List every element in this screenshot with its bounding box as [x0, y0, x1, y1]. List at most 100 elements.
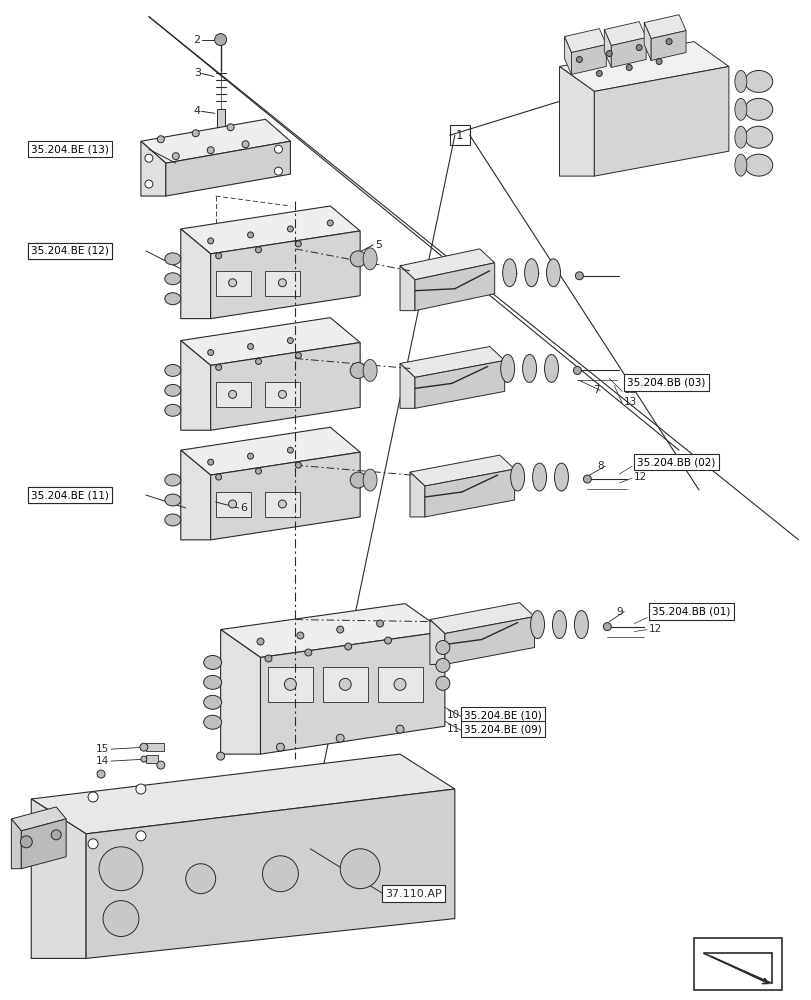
- Text: 35.204.BE (12): 35.204.BE (12): [32, 246, 109, 256]
- Circle shape: [278, 390, 286, 398]
- Text: 35.204.BB (01): 35.204.BB (01): [651, 607, 730, 617]
- Polygon shape: [181, 341, 210, 430]
- Circle shape: [208, 459, 213, 465]
- Ellipse shape: [532, 463, 546, 491]
- Circle shape: [276, 743, 284, 751]
- Ellipse shape: [573, 611, 588, 639]
- Polygon shape: [410, 472, 424, 517]
- Circle shape: [336, 734, 344, 742]
- Polygon shape: [603, 30, 611, 67]
- Circle shape: [274, 145, 282, 153]
- Circle shape: [340, 849, 380, 889]
- Ellipse shape: [734, 98, 746, 120]
- Circle shape: [144, 154, 152, 162]
- Ellipse shape: [734, 154, 746, 176]
- Circle shape: [88, 792, 98, 802]
- Polygon shape: [181, 318, 360, 365]
- Circle shape: [384, 637, 391, 644]
- Text: 12: 12: [648, 624, 662, 634]
- Bar: [146, 743, 164, 751]
- Ellipse shape: [544, 354, 558, 382]
- Circle shape: [135, 831, 146, 841]
- Ellipse shape: [530, 611, 544, 639]
- Circle shape: [264, 655, 272, 662]
- Text: 12: 12: [624, 385, 637, 395]
- Circle shape: [247, 232, 253, 238]
- Polygon shape: [400, 249, 494, 280]
- Ellipse shape: [546, 259, 560, 287]
- Circle shape: [287, 447, 293, 453]
- Bar: [265, 271, 300, 296]
- Polygon shape: [221, 604, 444, 657]
- Ellipse shape: [165, 364, 181, 376]
- Text: 15: 15: [96, 744, 109, 754]
- Text: 35.204.BE (10): 35.204.BE (10): [463, 710, 541, 720]
- Circle shape: [157, 136, 164, 143]
- Ellipse shape: [165, 474, 181, 486]
- Ellipse shape: [744, 70, 772, 92]
- Text: 5: 5: [375, 240, 382, 250]
- Circle shape: [99, 847, 143, 891]
- Circle shape: [287, 338, 293, 344]
- Circle shape: [436, 676, 449, 690]
- Polygon shape: [181, 229, 210, 319]
- Text: 37.110.AP: 37.110.AP: [384, 889, 441, 899]
- Polygon shape: [400, 266, 414, 311]
- Circle shape: [135, 784, 146, 794]
- Circle shape: [376, 620, 383, 627]
- Circle shape: [350, 251, 366, 267]
- Ellipse shape: [744, 98, 772, 120]
- Circle shape: [278, 500, 286, 508]
- Circle shape: [172, 153, 179, 160]
- Bar: [217, 109, 225, 127]
- Circle shape: [297, 632, 303, 639]
- Circle shape: [103, 901, 139, 937]
- Ellipse shape: [502, 259, 516, 287]
- Bar: [265, 382, 300, 407]
- Circle shape: [217, 752, 225, 760]
- Polygon shape: [594, 66, 728, 176]
- Circle shape: [216, 474, 221, 480]
- Circle shape: [636, 45, 642, 51]
- Circle shape: [208, 238, 213, 244]
- Polygon shape: [181, 427, 360, 475]
- Polygon shape: [564, 29, 606, 53]
- Text: 35.204.BE (12): 35.204.BE (12): [32, 246, 109, 256]
- Circle shape: [603, 623, 611, 631]
- Text: 12: 12: [633, 472, 646, 482]
- Polygon shape: [210, 343, 360, 430]
- Circle shape: [51, 830, 61, 840]
- Ellipse shape: [744, 126, 772, 148]
- Ellipse shape: [734, 126, 746, 148]
- Circle shape: [576, 57, 581, 63]
- Circle shape: [97, 770, 105, 778]
- Ellipse shape: [524, 259, 538, 287]
- Text: 35.204.BE (11): 35.204.BE (11): [32, 490, 109, 500]
- Polygon shape: [429, 603, 534, 634]
- Text: 35.204.BE (11): 35.204.BE (11): [32, 490, 109, 500]
- Polygon shape: [11, 807, 66, 831]
- Circle shape: [396, 725, 404, 733]
- Ellipse shape: [204, 695, 221, 709]
- Ellipse shape: [165, 404, 181, 416]
- Circle shape: [255, 247, 261, 253]
- Circle shape: [214, 34, 226, 46]
- Circle shape: [350, 362, 366, 378]
- Text: 13: 13: [624, 397, 637, 407]
- Ellipse shape: [744, 154, 772, 176]
- Ellipse shape: [734, 70, 746, 92]
- Bar: [146, 755, 157, 763]
- Text: 4: 4: [193, 106, 200, 116]
- Polygon shape: [21, 819, 66, 869]
- Text: 13: 13: [633, 460, 646, 470]
- Polygon shape: [643, 15, 685, 39]
- Circle shape: [247, 453, 253, 459]
- Bar: [216, 271, 251, 296]
- Circle shape: [278, 279, 286, 287]
- Circle shape: [141, 756, 147, 762]
- Circle shape: [606, 51, 611, 57]
- Polygon shape: [559, 66, 594, 176]
- Bar: [265, 492, 300, 517]
- Text: 37.110.AP: 37.110.AP: [384, 889, 441, 899]
- Circle shape: [186, 864, 216, 894]
